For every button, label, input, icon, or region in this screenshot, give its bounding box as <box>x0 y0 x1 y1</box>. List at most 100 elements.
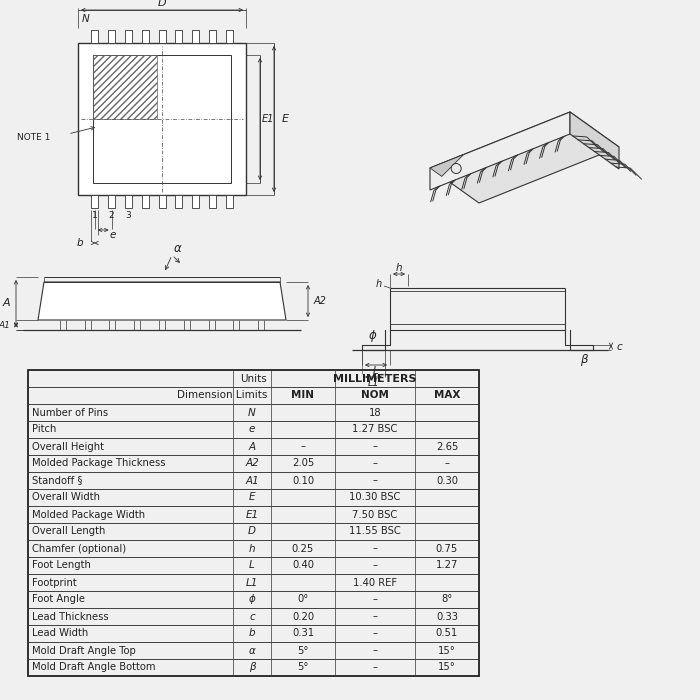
Text: e: e <box>248 424 256 435</box>
Text: –: – <box>372 645 377 655</box>
Text: α: α <box>248 645 256 655</box>
Text: h: h <box>395 263 402 273</box>
Text: A1: A1 <box>245 475 259 486</box>
Text: Lead Width: Lead Width <box>32 629 88 638</box>
Text: 2.65: 2.65 <box>436 442 459 452</box>
Text: 3: 3 <box>125 211 132 220</box>
Text: Pitch: Pitch <box>32 424 57 435</box>
Bar <box>175 30 182 43</box>
Text: 5°: 5° <box>298 645 309 655</box>
Text: 1.27: 1.27 <box>436 561 459 570</box>
Text: N: N <box>248 407 256 417</box>
Bar <box>108 195 115 208</box>
Text: D: D <box>248 526 256 536</box>
Text: E1: E1 <box>262 114 274 124</box>
Text: A: A <box>2 298 10 309</box>
Text: MAX: MAX <box>434 391 460 400</box>
Bar <box>209 195 216 208</box>
Text: D: D <box>158 0 167 8</box>
Bar <box>91 30 98 43</box>
Text: MIN: MIN <box>291 391 314 400</box>
Text: 0.75: 0.75 <box>436 543 458 554</box>
Bar <box>158 195 165 208</box>
Text: c: c <box>249 612 255 622</box>
Bar <box>141 195 148 208</box>
Text: 7.50 BSC: 7.50 BSC <box>352 510 398 519</box>
Text: Number of Pins: Number of Pins <box>32 407 108 417</box>
Text: 18: 18 <box>369 407 382 417</box>
Text: 1: 1 <box>92 211 98 220</box>
Text: Chamfer (optional): Chamfer (optional) <box>32 543 126 554</box>
Bar <box>225 30 232 43</box>
Text: –: – <box>372 561 377 570</box>
Text: Overall Height: Overall Height <box>32 442 104 452</box>
Bar <box>158 30 165 43</box>
Text: L: L <box>373 366 379 376</box>
Text: A2: A2 <box>245 458 259 468</box>
Text: Foot Angle: Foot Angle <box>32 594 85 605</box>
Text: 2.05: 2.05 <box>292 458 314 468</box>
Polygon shape <box>430 112 619 203</box>
Text: –: – <box>372 543 377 554</box>
Text: Overall Width: Overall Width <box>32 493 100 503</box>
Polygon shape <box>570 112 619 169</box>
Text: 0.51: 0.51 <box>436 629 458 638</box>
Polygon shape <box>38 282 286 320</box>
Text: –: – <box>372 458 377 468</box>
Bar <box>175 195 182 208</box>
Text: A2: A2 <box>314 296 327 306</box>
Text: ϕ: ϕ <box>368 330 376 342</box>
Text: 8°: 8° <box>441 594 453 605</box>
Text: 0.33: 0.33 <box>436 612 458 622</box>
Text: –: – <box>372 475 377 486</box>
Bar <box>192 30 199 43</box>
Text: 5°: 5° <box>298 662 309 673</box>
Bar <box>91 195 98 208</box>
Text: ϕ: ϕ <box>248 594 256 605</box>
Text: h: h <box>248 543 256 554</box>
Text: e: e <box>110 230 116 240</box>
Text: Mold Draft Angle Bottom: Mold Draft Angle Bottom <box>32 662 155 673</box>
Text: E: E <box>248 493 256 503</box>
Text: Molded Package Thickness: Molded Package Thickness <box>32 458 165 468</box>
Text: L1: L1 <box>368 378 379 388</box>
Text: 0.30: 0.30 <box>436 475 458 486</box>
Text: 0.10: 0.10 <box>292 475 314 486</box>
Text: 15°: 15° <box>438 662 456 673</box>
Text: E1: E1 <box>246 510 258 519</box>
Text: 0.20: 0.20 <box>292 612 314 622</box>
Bar <box>192 195 199 208</box>
Bar <box>141 30 148 43</box>
Text: –: – <box>372 662 377 673</box>
Text: 0°: 0° <box>298 594 309 605</box>
Text: Mold Draft Angle Top: Mold Draft Angle Top <box>32 645 136 655</box>
Text: A1: A1 <box>0 321 10 330</box>
Text: NOTE 1: NOTE 1 <box>17 132 50 141</box>
Text: Standoff §: Standoff § <box>32 475 83 486</box>
Text: Molded Package Width: Molded Package Width <box>32 510 145 519</box>
Text: –: – <box>372 442 377 452</box>
Text: Dimension Limits: Dimension Limits <box>176 391 267 400</box>
Text: 2: 2 <box>108 211 114 220</box>
Text: E: E <box>282 114 289 124</box>
Text: β: β <box>248 662 256 673</box>
Text: 1.27 BSC: 1.27 BSC <box>352 424 398 435</box>
Text: 10.30 BSC: 10.30 BSC <box>349 493 400 503</box>
Text: Foot Length: Foot Length <box>32 561 91 570</box>
Text: NOM: NOM <box>361 391 389 400</box>
Text: Footprint: Footprint <box>32 578 77 587</box>
Text: 0.40: 0.40 <box>292 561 314 570</box>
Text: Overall Length: Overall Length <box>32 526 106 536</box>
Text: L: L <box>249 561 255 570</box>
Text: α: α <box>174 241 182 255</box>
Text: Units: Units <box>240 374 267 384</box>
Bar <box>28 370 479 676</box>
Text: L1: L1 <box>246 578 258 587</box>
Text: A: A <box>248 442 256 452</box>
Text: 15°: 15° <box>438 645 456 655</box>
Text: β: β <box>580 354 588 367</box>
Polygon shape <box>430 112 570 190</box>
Text: b: b <box>248 629 256 638</box>
Bar <box>78 43 246 195</box>
Text: 0.31: 0.31 <box>292 629 314 638</box>
